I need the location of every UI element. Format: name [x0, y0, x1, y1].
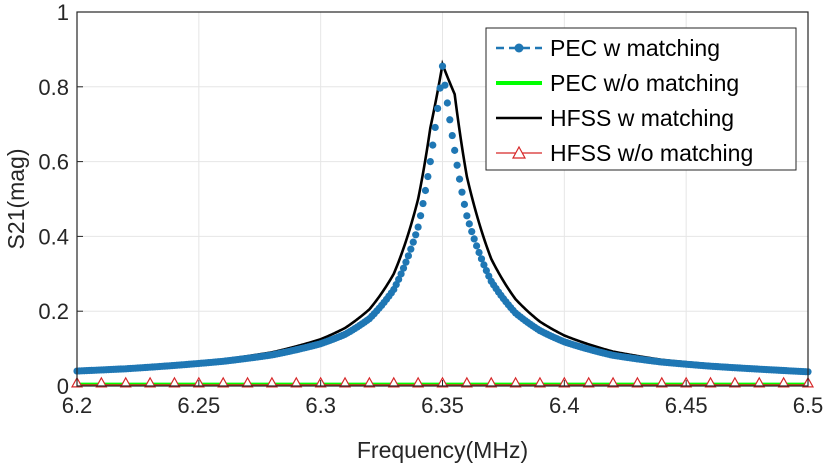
series-hfss-wo-matching-marker — [168, 376, 181, 388]
series-hfss-wo-matching-marker — [509, 376, 522, 388]
series-pec-w-matching-marker — [473, 242, 481, 250]
series-pec-w-matching-marker — [460, 200, 469, 208]
series-pec-w-matching-marker — [414, 223, 422, 231]
series-pec-w-matching-marker — [395, 275, 403, 283]
series-pec-w-matching-marker — [458, 188, 466, 196]
series-pec-w-matching-marker — [399, 264, 408, 272]
series-hfss-wo-matching-marker — [533, 376, 546, 388]
series-pec-w-matching-marker — [463, 212, 471, 220]
series-pec-w-matching-marker — [429, 141, 437, 149]
legend-entry-label: HFSS w matching — [550, 105, 734, 131]
y-axis-label: S21(mag) — [3, 149, 29, 250]
series-pec-w-matching-marker — [446, 116, 454, 124]
series-pec-w-matching-marker — [441, 81, 449, 89]
series-pec-w-matching-marker — [465, 220, 473, 228]
series-hfss-wo-matching-marker — [217, 376, 230, 388]
series-pec-w-matching-marker — [431, 123, 439, 132]
series-hfss-wo-matching-marker — [582, 376, 595, 388]
series-pec-w-matching-marker — [455, 175, 464, 183]
series-hfss-wo-matching-marker — [753, 376, 766, 388]
series-hfss-wo-matching-marker — [241, 376, 254, 388]
series-pec-w-matching-marker — [424, 172, 432, 181]
y-tick-label: 0.4 — [38, 224, 69, 249]
plot-series — [70, 59, 815, 388]
legend-entry-label: PEC w matching — [550, 35, 720, 61]
x-tick-label: 6.5 — [793, 393, 824, 418]
series-pec-w-matching-marker — [443, 99, 451, 107]
series-hfss-wo-matching-marker — [95, 376, 108, 388]
series-pec-w-matching-marker — [434, 104, 442, 113]
y-tick-label: 0 — [57, 374, 69, 399]
series-hfss-wo-matching-marker — [290, 376, 303, 388]
x-tick-label: 6.3 — [305, 393, 336, 418]
y-tick-label: 1 — [57, 0, 69, 25]
axis-ticks: 6.2 6.25 6.3 6.35 6.4 6.45 6.5 0 0.2 0.4 0.6 0.8 1 — [38, 0, 823, 418]
series-pec-w-matching-marker — [412, 231, 420, 239]
series-hfss-wo-matching-marker — [460, 376, 473, 388]
series-pec-w-matching-marker — [451, 146, 459, 154]
series-hfss-wo-matching-marker — [704, 376, 717, 388]
series-pec-w-matching-marker — [453, 161, 461, 169]
series-hfss-wo-matching-marker — [631, 376, 644, 388]
series-pec-w-matching-marker — [407, 245, 415, 253]
x-tick-label: 6.4 — [549, 393, 580, 418]
y-tick-label: 0.6 — [38, 150, 69, 175]
series-pec-w-matching-marker — [419, 199, 427, 208]
series-hfss-wo-matching-marker — [607, 376, 620, 388]
series-pec-w-matching-marker — [468, 227, 476, 236]
series-hfss-wo-matching-marker — [119, 376, 132, 388]
series-pec-w-matching-marker — [448, 131, 456, 140]
legend-entry-label: PEC w/o matching — [550, 70, 739, 96]
x-tick-label: 6.35 — [421, 393, 464, 418]
series-pec-w-matching-marker — [438, 62, 447, 70]
x-axis-label: Frequency(MHz) — [357, 437, 528, 463]
legend-box — [485, 27, 797, 171]
y-tick-label: 0.2 — [38, 299, 69, 324]
legend-swatch-marker — [514, 43, 524, 53]
series-pec-w-matching-marker — [470, 235, 478, 243]
series-hfss-wo-matching-marker — [485, 376, 498, 388]
legend-entry-label: HFSS w/o matching — [550, 140, 753, 166]
x-tick-label: 6.25 — [177, 393, 220, 418]
series-pec-w-matching-marker — [404, 252, 412, 260]
series-pec-w-matching-marker — [402, 258, 410, 266]
series-hfss-wo-matching-marker — [387, 376, 400, 388]
series-pec-w-matching-marker — [409, 238, 417, 246]
series-hfss-wo-matching-marker — [655, 376, 668, 388]
series-hfss-wo-matching-marker — [412, 376, 425, 388]
series-hfss-wo-matching-marker — [363, 376, 376, 388]
y-tick-label: 0.8 — [38, 75, 69, 100]
series-pec-w-matching-marker — [475, 248, 483, 257]
series-pec-w-matching-marker — [477, 255, 486, 263]
series-pec-w-matching-marker — [482, 267, 490, 275]
legend: PEC w matching PEC w/o matching HFSS w mat… — [485, 27, 797, 171]
x-tick-label: 6.2 — [62, 393, 93, 418]
legend-swatch-marker — [511, 145, 527, 159]
x-tick-label: 6.45 — [665, 393, 708, 418]
series-hfss-wo-matching-marker — [339, 376, 352, 388]
series-pec-w-matching-marker — [426, 158, 434, 166]
series-hfss-wo-matching-marker — [144, 376, 157, 388]
series-pec-w-matching-marker — [397, 270, 405, 278]
series-hfss-wo-matching-marker — [265, 376, 278, 388]
series-hfss-wo-matching-marker — [777, 376, 790, 388]
series-pec-w-matching-marker — [421, 186, 430, 195]
series-pec-w-matching-marker — [480, 261, 488, 269]
series-hfss-wo-matching-marker — [728, 376, 741, 388]
series-pec-w-matching-marker — [416, 212, 425, 220]
